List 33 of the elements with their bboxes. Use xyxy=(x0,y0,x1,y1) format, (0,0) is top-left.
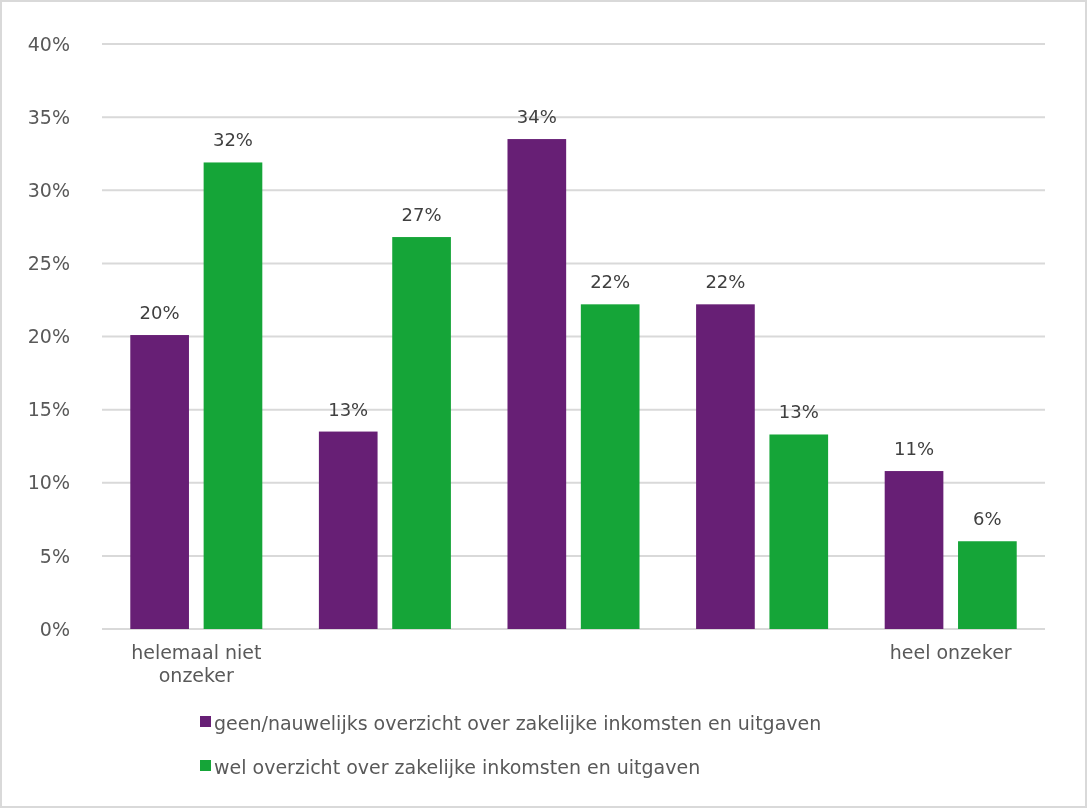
bar xyxy=(130,335,189,629)
y-tick-label: 10% xyxy=(27,471,70,494)
bar xyxy=(769,434,829,629)
bar xyxy=(958,541,1017,629)
data-label: 11% xyxy=(894,438,935,460)
data-label: 34% xyxy=(516,106,557,128)
bar xyxy=(507,139,567,629)
y-tick-label: 20% xyxy=(27,325,70,348)
data-label: 13% xyxy=(328,398,369,420)
x-tick-label: heel onzeker xyxy=(889,641,1012,663)
x-tick-label: helemaal niet onzeker xyxy=(131,641,262,686)
y-tick-label: 40% xyxy=(27,32,70,55)
data-label: 22% xyxy=(705,271,746,293)
bar xyxy=(884,471,944,629)
bar xyxy=(318,431,378,629)
bar xyxy=(203,162,263,629)
y-tick-label: 5% xyxy=(39,544,70,567)
y-tick-label: 25% xyxy=(27,252,70,275)
legend-label: wel overzicht over zakelijke inkomsten en uitgaven xyxy=(214,755,701,778)
bar xyxy=(696,304,755,629)
data-label: 20% xyxy=(139,302,180,324)
data-label: 6% xyxy=(973,508,1002,530)
y-tick-label: 0% xyxy=(39,617,70,640)
data-label: 22% xyxy=(590,271,631,293)
y-tick-label: 15% xyxy=(27,398,70,421)
bar xyxy=(580,304,640,629)
data-label: 27% xyxy=(401,204,442,226)
y-tick-label: 35% xyxy=(27,105,70,128)
data-label: 32% xyxy=(212,129,253,151)
data-label: 13% xyxy=(778,401,819,423)
bar xyxy=(392,237,451,629)
y-tick-label: 30% xyxy=(27,178,70,201)
legend-label: geen/nauwelijks overzicht over zakelijke inkomsten en uitgaven xyxy=(214,711,822,734)
